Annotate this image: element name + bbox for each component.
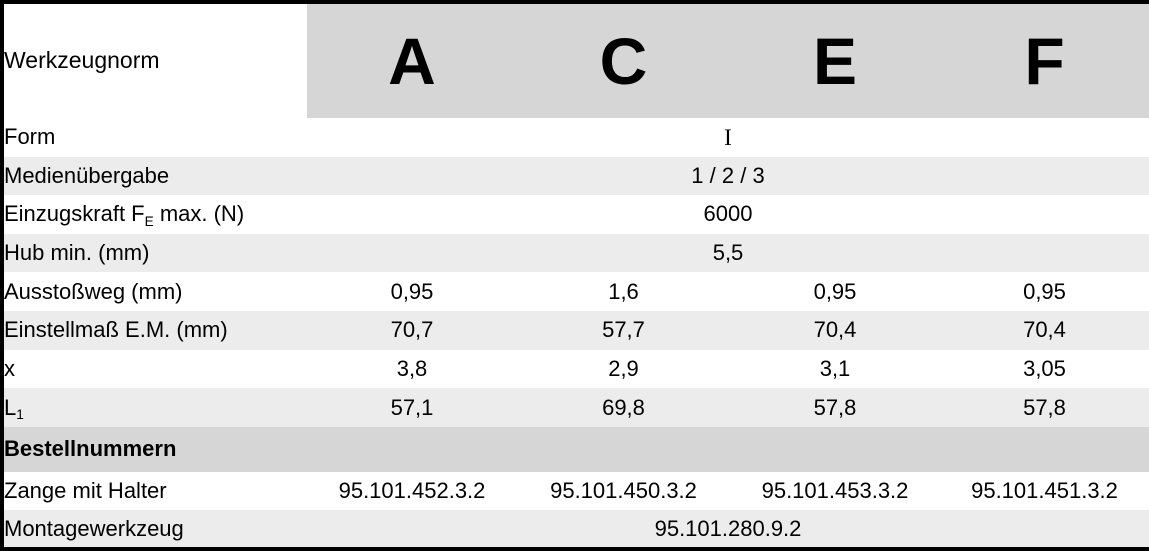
row-value-zange-c: 95.101.450.3.2 — [517, 471, 730, 511]
row-value-ausstossweg-f: 0,95 — [940, 272, 1149, 312]
row-value-l1-a: 57,1 — [307, 388, 517, 427]
header-label-werkzeugnorm: Werkzeugnorm — [2, 2, 307, 118]
row-value-einzugskraft: 6000 — [307, 195, 1149, 234]
row-label-montagewerkzeug: Montagewerkzeug — [2, 510, 307, 549]
row-value-x-c: 2,9 — [517, 349, 730, 389]
table-row-zange-mit-halter: Zange mit Halter 95.101.452.3.2 95.101.4… — [2, 471, 1149, 511]
table-row-einstellmass: Einstellmaß E.M. (mm) 70,7 57,7 70,4 70,… — [2, 311, 1149, 350]
table-header-row: Werkzeugnorm A C E F — [2, 2, 1149, 118]
row-label-einstellmass: Einstellmaß E.M. (mm) — [2, 311, 307, 350]
table-row-form: Form I — [2, 117, 1149, 157]
row-value-x-f: 3,05 — [940, 349, 1149, 389]
table-row-l1: L1 57,1 69,8 57,8 57,8 — [2, 388, 1149, 427]
table-row-montagewerkzeug: Montagewerkzeug 95.101.280.9.2 — [2, 510, 1149, 549]
row-label-form: Form — [2, 117, 307, 157]
section-title-bestellnummern: Bestellnummern — [2, 426, 1149, 472]
row-value-ausstossweg-a: 0,95 — [307, 272, 517, 312]
table-row-medienuebergabe: Medienübergabe 1 / 2 / 3 — [2, 156, 1149, 196]
row-label-einzugskraft-subscript: E — [144, 213, 154, 229]
row-value-montagewerkzeug: 95.101.280.9.2 — [307, 510, 1149, 549]
row-value-ausstossweg-c: 1,6 — [517, 272, 730, 312]
column-header-c: C — [517, 2, 730, 118]
column-header-f: F — [940, 2, 1149, 118]
row-value-hub-min: 5,5 — [307, 233, 1149, 273]
row-value-x-a: 3,8 — [307, 349, 517, 389]
row-value-l1-c: 69,8 — [517, 388, 730, 427]
row-value-l1-e: 57,8 — [730, 388, 940, 427]
row-value-x-e: 3,1 — [730, 349, 940, 389]
table-section-row-bestellnummern: Bestellnummern — [2, 426, 1149, 472]
row-label-l1-prefix: L — [4, 394, 17, 420]
row-value-einstellmass-c: 57,7 — [517, 311, 730, 350]
row-label-ausstossweg: Ausstoßweg (mm) — [2, 272, 307, 312]
row-value-zange-e: 95.101.453.3.2 — [730, 471, 940, 511]
row-value-zange-a: 95.101.452.3.2 — [307, 471, 517, 511]
row-value-einstellmass-e: 70,4 — [730, 311, 940, 350]
row-label-x: x — [2, 349, 307, 389]
column-header-e: E — [730, 2, 940, 118]
row-label-hub-min: Hub min. (mm) — [2, 233, 307, 273]
row-value-einstellmass-a: 70,7 — [307, 311, 517, 350]
table-row-ausstossweg: Ausstoßweg (mm) 0,95 1,6 0,95 0,95 — [2, 272, 1149, 312]
row-value-medienuebergabe: 1 / 2 / 3 — [307, 156, 1149, 196]
row-value-ausstossweg-e: 0,95 — [730, 272, 940, 312]
row-label-einzugskraft-suffix: max. (N) — [153, 201, 245, 227]
table-row-x: x 3,8 2,9 3,1 3,05 — [2, 349, 1149, 389]
table-row-hub-min: Hub min. (mm) 5,5 — [2, 233, 1149, 273]
row-label-medienuebergabe: Medienübergabe — [2, 156, 307, 196]
row-label-l1-subscript: 1 — [16, 406, 24, 422]
row-value-form: I — [307, 117, 1149, 157]
row-label-einzugskraft: Einzugskraft FE max. (N) — [2, 195, 307, 234]
row-value-zange-f: 95.101.451.3.2 — [940, 471, 1149, 511]
row-label-einzugskraft-prefix: Einzugskraft F — [4, 201, 145, 227]
row-label-zange-mit-halter: Zange mit Halter — [2, 471, 307, 511]
row-value-l1-f: 57,8 — [940, 388, 1149, 427]
row-label-l1: L1 — [2, 388, 307, 427]
column-header-a: A — [307, 2, 517, 118]
table-row-einzugskraft: Einzugskraft FE max. (N) 6000 — [2, 195, 1149, 234]
row-value-einstellmass-f: 70,4 — [940, 311, 1149, 350]
